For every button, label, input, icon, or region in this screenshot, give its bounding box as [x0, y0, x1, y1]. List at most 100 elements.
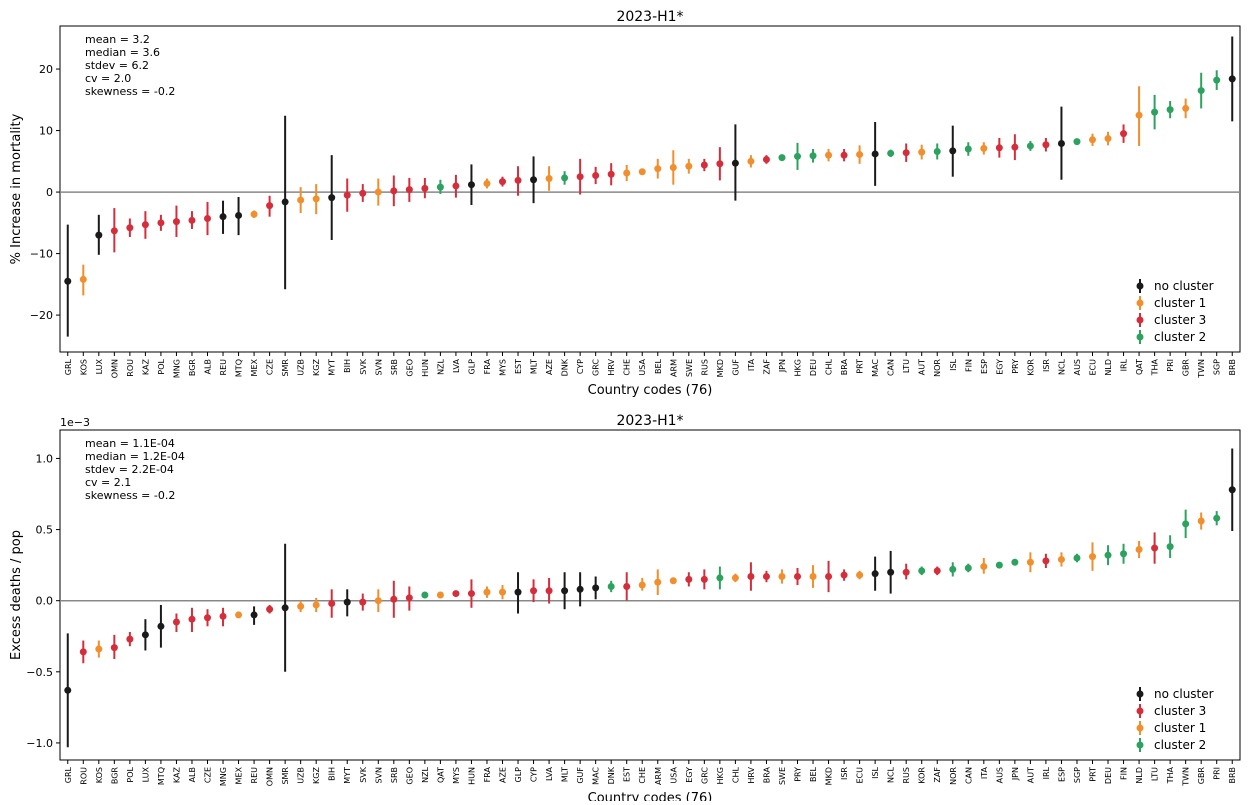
chart-1-xtick-label: ROU: [79, 767, 88, 785]
chart-1-xtick-label: MAC: [592, 767, 601, 785]
chart-0-data-point: [964, 145, 972, 153]
chart-1-data-point: [390, 595, 398, 603]
chart-0-title: 2023-H1*: [616, 9, 683, 25]
chart-0-xtick-label: SGP: [1213, 359, 1222, 375]
chart-1-data-point: [576, 585, 584, 593]
chart-0-xtick-label: ZAF: [762, 359, 771, 375]
chart-1-xtick-label: GRL: [64, 766, 73, 783]
chart-0-xtick-label: BRA: [840, 358, 849, 375]
chart-0-legend-swatch-dot: [1136, 333, 1144, 341]
chart-1-title: 2023-H1*: [616, 413, 683, 429]
chart-0-ylabel: % Increase in mortality: [9, 113, 24, 264]
panel-top: 2023-H1* −20 −10 0 10 20 % Increase in mortali…: [9, 9, 1241, 398]
chart-1-data-point: [949, 565, 957, 573]
chart-1-data-point: [669, 577, 677, 585]
chart-1-data-point: [436, 591, 444, 599]
chart-1-legend-swatch-dot: [1136, 707, 1144, 715]
chart-1-data-point: [809, 573, 817, 581]
chart-0-data-point: [514, 176, 522, 184]
chart-1-data-point: [747, 573, 755, 581]
chart-0-data-point: [669, 163, 677, 171]
chart-0-data-point: [297, 196, 305, 204]
chart-1-xtick-label: GLP: [514, 767, 523, 783]
chart-0-stat-line: skewness = -0.2: [85, 85, 175, 98]
chart-0-data-point: [685, 162, 693, 170]
chart-0-ytick-label: −20: [30, 309, 53, 322]
chart-0-data-point: [716, 160, 724, 168]
chart-0-data-point: [545, 175, 553, 183]
chart-0-xtick-label: SVK: [359, 358, 368, 375]
chart-1-xtick-label: UZB: [297, 767, 306, 784]
chart-0-xtick-label: NCL: [1057, 358, 1066, 375]
chart-1-xtick-label: BEL: [809, 766, 818, 782]
chart-1-data-point: [204, 614, 211, 622]
chart-0-data-point: [499, 178, 506, 186]
chart-0-data-point: [467, 181, 475, 189]
chart-1-scale-note: 1e−3: [60, 416, 90, 429]
chart-0-xtick-label: AZE: [545, 359, 554, 375]
chart-0-data-point: [281, 198, 289, 206]
chart-0-data-point: [980, 144, 988, 152]
chart-0-data-point: [887, 149, 895, 157]
chart-1-xtick-label: ESP: [1057, 767, 1066, 782]
chart-1-data-point: [467, 590, 475, 598]
chart-1-data-point: [607, 582, 615, 590]
chart-0-xtick-label: LTU: [902, 359, 911, 373]
chart-0-plot-frame: [59, 25, 1241, 353]
chart-1-data-point: [266, 605, 274, 613]
chart-1-xtick-label: FIN: [1120, 767, 1129, 780]
chart-1-xtick-label: CHE: [638, 767, 647, 784]
chart-0-stat-line: cv = 2.0: [85, 72, 131, 85]
chart-0-data-point: [204, 215, 211, 223]
chart-0-data-point: [1042, 141, 1050, 149]
chart-1-data-point: [902, 568, 910, 576]
chart-1-data-point: [716, 574, 724, 582]
chart-0-xtick-label: CZE: [266, 359, 275, 375]
chart-0-xtick-label: SWE: [685, 359, 694, 377]
chart-0-xtick-label: EST: [514, 359, 523, 374]
chart-1-xtick-label: AUS: [995, 767, 1004, 783]
chart-0-data-point: [374, 188, 382, 196]
chart-1-data-point: [374, 597, 382, 605]
chart-0-xtick-label: SRB: [390, 359, 399, 375]
chart-1-data-point: [887, 568, 895, 576]
chart-0-xtick-label: TWN: [1197, 359, 1206, 379]
chart-1-xtick-label: MYT: [343, 767, 352, 784]
chart-0-xtick-label: KOR: [1026, 359, 1035, 376]
chart-0-xtick-label: HUN: [421, 359, 430, 377]
panel-bottom: 2023-H1* 1e−3 −1.0 −0.5 0.0 0.5 1.0 Excess deat…: [9, 413, 1241, 805]
chart-1-data-point: [778, 573, 786, 581]
chart-0-xtick-label: MLT: [530, 359, 539, 374]
chart-0-xtick-label: CAN: [887, 359, 896, 376]
chart-1-xtick-label: ISL: [871, 766, 880, 778]
chart-1-legend-label: cluster 1: [1154, 721, 1206, 735]
chart-0-data-point: [188, 216, 196, 224]
chart-0-data-point: [1120, 130, 1128, 138]
chart-0-xtick-label: KOS: [79, 359, 88, 375]
chart-0-legend-label: cluster 3: [1154, 313, 1206, 327]
chart-1-xtick-label: LUX: [141, 766, 150, 782]
chart-0-data-point: [1213, 76, 1221, 84]
chart-0-xtick-label: BRB: [1228, 359, 1237, 376]
chart-1-xtick-label: USA: [669, 766, 678, 783]
chart-1-data-point: [188, 615, 196, 623]
chart-1-xtick-label: ISR: [840, 767, 849, 780]
chart-0-data-point: [250, 210, 258, 218]
chart-0-xtick-label: GLP: [467, 359, 476, 375]
chart-0-xtick-label: IRL: [1120, 358, 1129, 371]
chart-0-xtick-label: POL: [157, 358, 166, 374]
chart-1-xtick-label: PRI: [1213, 767, 1222, 780]
chart-0-data-point: [918, 148, 926, 156]
chart-0-ytick-label: 10: [39, 125, 53, 138]
chart-1-xtick-label: GUF: [576, 767, 585, 784]
chart-1-data-point: [250, 611, 258, 619]
chart-0-xtick-label: HKG: [794, 359, 803, 376]
chart-1-xtick-label: LTU: [1151, 767, 1160, 781]
chart-1-ytick-label: −0.5: [26, 666, 53, 679]
chart-0-data-point: [266, 202, 274, 210]
chart-0-xtick-label: KGZ: [312, 358, 321, 375]
chart-0-data-point: [747, 157, 755, 165]
chart-1-data-point: [312, 601, 320, 609]
chart-1-data-point: [995, 561, 1003, 569]
